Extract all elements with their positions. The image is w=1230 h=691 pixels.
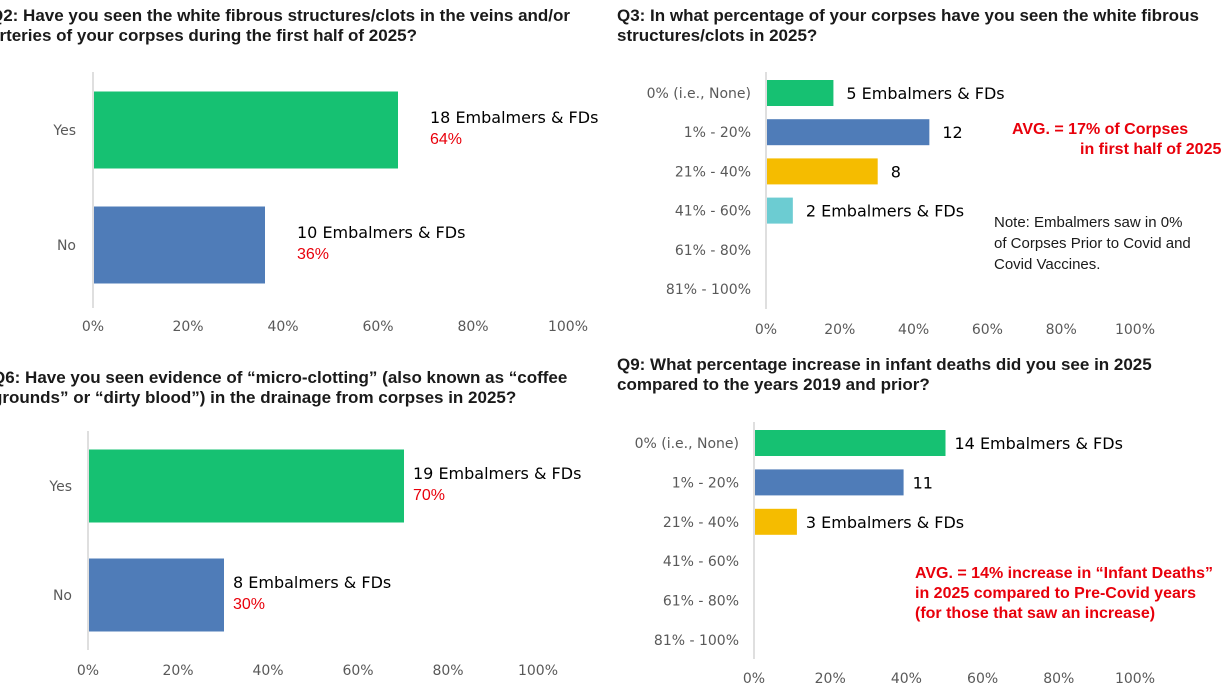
q9-x-tick-label: 60% — [967, 671, 998, 687]
q9-average-line3: (for those that saw an increase) — [915, 605, 1156, 622]
q3-bar — [767, 119, 930, 146]
q3-title-line2: structures/clots in 2025? — [617, 26, 818, 45]
q3-x-tick-label: 40% — [898, 322, 929, 338]
q9-x-tick-label: 100% — [1115, 671, 1155, 687]
q2-category-label: Yes — [52, 123, 76, 139]
q3-category-label: 41% - 60% — [675, 204, 751, 220]
q2-bar — [94, 206, 265, 284]
q6-x-tick-label: 20% — [162, 663, 193, 679]
q3-note-line1: Note: Embalmers saw in 0% — [994, 214, 1183, 231]
q6-title-line1: Q6: Have you seen evidence of “micro-clo… — [0, 368, 568, 387]
q9-average-line2: in 2025 compared to Pre-Covid years — [915, 585, 1196, 602]
q6-bar — [89, 558, 224, 632]
q3-average-line2: in first half of 2025 — [1080, 141, 1222, 158]
q9-data-label: 14 Embalmers & FDs — [955, 434, 1123, 453]
q9-data-label: 11 — [913, 473, 933, 492]
q6-data-label: 19 Embalmers & FDs — [413, 464, 581, 483]
q6-x-tick-label: 40% — [252, 663, 283, 679]
q3-bar — [767, 197, 793, 224]
q9-x-tick-label: 80% — [1043, 671, 1074, 687]
q9-bar — [755, 469, 904, 496]
q6-data-label: 8 Embalmers & FDs — [233, 573, 391, 592]
q3-data-label: 8 — [891, 162, 901, 181]
q3-bar — [767, 158, 878, 185]
q2-category-label: No — [57, 238, 76, 254]
q3-note-line3: Covid Vaccines. — [994, 256, 1101, 273]
q9-bar — [755, 508, 797, 535]
q2-x-tick-label: 60% — [362, 319, 393, 335]
q6-percent-label: 70% — [413, 487, 445, 504]
q9-category-label: 21% - 40% — [663, 515, 739, 531]
q3-x-tick-label: 60% — [972, 322, 1003, 338]
q6-category-label: Yes — [48, 479, 72, 495]
q2-bar — [94, 91, 398, 169]
q3-data-label: 12 — [942, 123, 962, 142]
q9-category-label: 1% - 20% — [672, 475, 739, 491]
q3-x-tick-label: 100% — [1115, 322, 1155, 338]
q3-x-tick-label: 0% — [755, 322, 777, 338]
q6-x-tick-label: 100% — [518, 663, 558, 679]
q6-category-label: No — [53, 588, 72, 604]
q3-x-tick-label: 20% — [824, 322, 855, 338]
q3-title-line1: Q3: In what percentage of your corpses h… — [617, 6, 1199, 25]
q3-bar — [767, 80, 834, 106]
q3-category-label: 1% - 20% — [684, 125, 751, 141]
q2-percent-label: 64% — [430, 131, 462, 148]
q2-title-line1: Q2: Have you seen the white fibrous stru… — [0, 6, 571, 25]
q3-note: Note: Embalmers saw in 0% of Corpses Pri… — [994, 212, 1191, 275]
q6-bar — [89, 449, 404, 523]
q9-category-label: 61% - 80% — [663, 594, 739, 610]
q2-x-tick-label: 0% — [82, 319, 104, 335]
q3-category-label: 0% (i.e., None) — [647, 86, 751, 102]
q3-average-line1: AVG. = 17% of Corpses — [1012, 121, 1189, 138]
q2-x-tick-label: 40% — [267, 319, 298, 335]
q2-x-tick-label: 100% — [548, 319, 588, 335]
q9-x-tick-label: 40% — [891, 671, 922, 687]
q9-x-tick-label: 0% — [743, 671, 765, 687]
q9-category-label: 0% (i.e., None) — [635, 436, 739, 452]
q9-average-line1: AVG. = 14% increase in “Infant Deaths” — [915, 565, 1214, 582]
q3-data-label: 2 Embalmers & FDs — [806, 202, 964, 221]
q9-average-note: AVG. = 14% increase in “Infant Deaths” i… — [915, 564, 1230, 624]
q2-x-tick-label: 20% — [172, 319, 203, 335]
q9-bar — [755, 430, 946, 456]
q2-data-label: 18 Embalmers & FDs — [430, 108, 598, 127]
q9-x-tick-label: 20% — [815, 671, 846, 687]
q3-category-label: 81% - 100% — [666, 282, 751, 298]
q9-title-line1: Q9: What percentage increase in infant d… — [617, 355, 1152, 374]
q2-data-label: 10 Embalmers & FDs — [297, 223, 465, 242]
q3-category-label: 61% - 80% — [675, 243, 751, 259]
q6-x-tick-label: 80% — [432, 663, 463, 679]
q9-category-label: 81% - 100% — [654, 633, 739, 649]
q2-percent-label: 36% — [297, 246, 329, 263]
q3-data-label: 5 Embalmers & FDs — [846, 84, 1004, 103]
q6-title-line2: grounds” or “dirty blood”) in the draina… — [0, 388, 517, 407]
q3-average-note: AVG. = 17% of Corpses in first half of 2… — [1012, 120, 1230, 160]
q9-data-label: 3 Embalmers & FDs — [806, 513, 964, 532]
q6-percent-label: 30% — [233, 596, 265, 613]
q3-note-line2: of Corpses Prior to Covid and — [994, 235, 1191, 252]
q9-category-label: 41% - 60% — [663, 554, 739, 570]
q3-x-tick-label: 80% — [1046, 322, 1077, 338]
q9-title-line2: compared to the years 2019 and prior? — [617, 375, 930, 394]
q2-title-line2: arteries of your corpses during the firs… — [0, 26, 417, 45]
q3-category-label: 21% - 40% — [675, 164, 751, 180]
q6-x-tick-label: 0% — [77, 663, 99, 679]
q6-x-tick-label: 60% — [342, 663, 373, 679]
q2-x-tick-label: 80% — [457, 319, 488, 335]
